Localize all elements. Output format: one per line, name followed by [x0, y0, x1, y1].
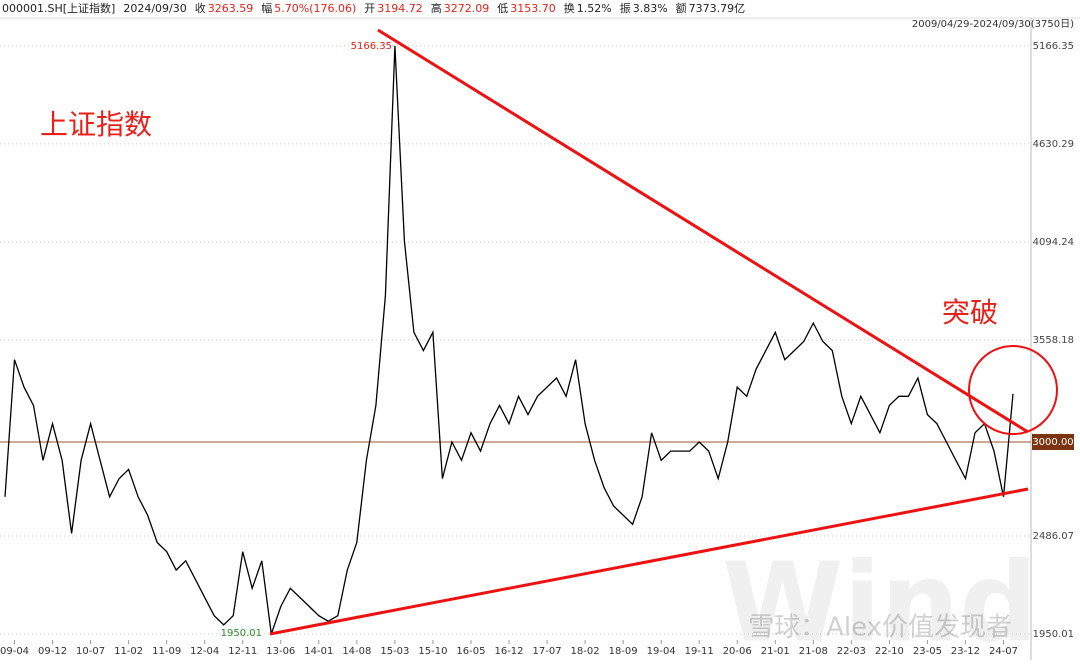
- x-tick-label: 19-11: [685, 646, 714, 657]
- field-value: 3272.09: [444, 2, 490, 15]
- y-tick-label: 2486.07: [1033, 531, 1074, 542]
- x-tick-label: 22-10: [875, 646, 904, 657]
- field-value: 5.70%(176.06): [274, 2, 356, 15]
- x-tick-label: 18-02: [571, 646, 600, 657]
- peak-label: 5166.35: [351, 41, 392, 52]
- reference-label-box: [1032, 433, 1074, 450]
- y-tick-label: 5166.35: [1033, 41, 1074, 52]
- watermark: 雪球：Alex价值发现者: [748, 613, 1012, 643]
- x-tick-label: 16-12: [494, 646, 523, 657]
- symbol: 000001.SH[上证指数]: [2, 1, 115, 15]
- reference-label: 3000.00: [1032, 437, 1073, 448]
- field-label: 幅: [261, 2, 272, 15]
- x-tick-label: 20-06: [723, 646, 752, 657]
- field-value: 7373.79亿: [689, 2, 746, 15]
- x-tick-label: 16-05: [456, 646, 485, 657]
- x-tick-label: 13-06: [266, 646, 295, 657]
- field-label: 额: [676, 2, 687, 15]
- watermark: Wind: [722, 538, 1038, 660]
- x-tick-label: 12-04: [190, 646, 219, 657]
- x-tick-label: 10-07: [76, 646, 105, 657]
- field-value: 3153.70: [510, 2, 556, 15]
- x-tick-label: 11-09: [152, 646, 181, 657]
- price-line: [4, 45, 1014, 635]
- x-tick-label: 15-03: [380, 646, 409, 657]
- x-tick-label: 22-03: [837, 646, 866, 657]
- x-tick-label: 14-08: [342, 646, 371, 657]
- field-value: 3.83%: [633, 2, 668, 15]
- field-label: 收: [195, 1, 206, 15]
- x-tick-label: 24-07: [989, 646, 1018, 657]
- x-tick-label: 18-09: [609, 646, 638, 657]
- x-tick-label: 11-02: [114, 646, 143, 657]
- x-tick-label: 21-01: [761, 646, 790, 657]
- low-label: 1950.01: [221, 628, 262, 639]
- highlight-circle: [968, 345, 1058, 435]
- x-tick-label: 09-12: [38, 646, 67, 657]
- trend-line: [269, 487, 1029, 636]
- x-tick-label: 09-04: [0, 646, 29, 657]
- chart-title: 上证指数: [40, 108, 152, 141]
- x-tick-label: 19-04: [647, 646, 676, 657]
- annotation: 突破: [942, 296, 998, 329]
- x-tick-label: 12-11: [228, 646, 257, 657]
- field-label: 低: [497, 2, 508, 15]
- date: 2024/09/30: [123, 2, 186, 15]
- x-tick-label: 14-01: [304, 646, 333, 657]
- field-value: 1.52%: [577, 2, 612, 15]
- field-label: 高: [431, 1, 442, 15]
- field-label: 开: [364, 2, 375, 15]
- date-range: 2009/04/29-2024/09/30(3750日): [912, 19, 1074, 30]
- field-label: 振: [620, 1, 631, 15]
- y-tick-label: 1950.01: [1033, 629, 1074, 640]
- y-tick-label: 4630.29: [1033, 139, 1074, 150]
- x-tick-label: 23-12: [951, 646, 980, 657]
- x-tick-label: 17-07: [533, 646, 562, 657]
- field-value: 3194.72: [377, 2, 423, 15]
- trend-line: [377, 28, 1029, 434]
- y-tick-label: 3558.18: [1033, 335, 1074, 346]
- x-tick-label: 15-10: [418, 646, 447, 657]
- x-tick-label: 21-08: [799, 646, 828, 657]
- y-tick-label: 4094.24: [1033, 237, 1074, 248]
- field-label: 换: [564, 1, 575, 15]
- x-tick-label: 23-05: [913, 646, 942, 657]
- field-value: 3263.59: [208, 2, 254, 15]
